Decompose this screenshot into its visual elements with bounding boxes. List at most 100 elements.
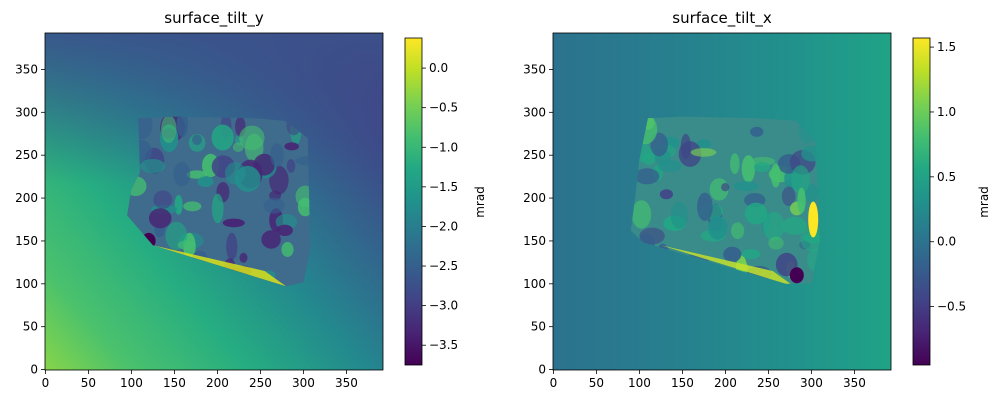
axes-frame	[44, 32, 384, 371]
texture-blob	[659, 189, 674, 200]
texture-blob	[261, 230, 281, 249]
colorbar: 0.0 −0.5 −1.0 −1.5 −2.0 −2.5 −3.0 −3.5 mrad	[404, 37, 487, 366]
texture-blob	[634, 168, 660, 185]
colorbar-tick-label: 0.0	[937, 235, 956, 249]
colorbar: 1.5 1.0 0.5 0.0 −0.5 mrad	[912, 37, 991, 366]
texture-blob	[650, 132, 668, 157]
colorbar-tick-label: −0.5	[937, 300, 966, 314]
y-tick-label: 50	[531, 320, 546, 334]
texture-blob	[791, 165, 810, 194]
y-tick-label: 250	[15, 148, 38, 162]
y-tick-label: 150	[523, 234, 546, 248]
x-tick-label: 0	[550, 376, 558, 390]
texture-blob	[782, 216, 807, 235]
x-tick-label: 100	[120, 376, 143, 390]
texture-blob	[140, 159, 166, 174]
y-tick-label: 200	[15, 191, 38, 205]
y-tick-label: 350	[15, 62, 38, 76]
colorbar-tick-label: −3.5	[429, 338, 458, 352]
texture-blob	[800, 226, 820, 252]
x-tick-label: 100	[628, 376, 651, 390]
texture-blob	[678, 141, 702, 167]
y-tick-label: 200	[523, 191, 546, 205]
y-tick-label: 0	[30, 363, 38, 377]
y-ticks: 0 50 100 150 200 250 300 350	[15, 62, 45, 377]
texture-blob	[276, 224, 293, 236]
colorbar-tick-label: −2.0	[429, 219, 458, 233]
texture-blob	[708, 215, 728, 240]
x-tick-label: 250	[757, 376, 780, 390]
y-tick-label: 50	[23, 320, 38, 334]
texture-blob	[161, 116, 177, 143]
edge-streak	[152, 245, 287, 287]
texture-blob	[690, 148, 717, 157]
measured-region	[127, 116, 311, 287]
texture-blob	[768, 236, 784, 250]
colorbar-tick-label: −1.0	[429, 140, 458, 154]
texture-blob	[174, 195, 183, 215]
colorbar-label: mrad	[977, 186, 991, 218]
texture-blob	[753, 162, 771, 173]
texture-blob	[284, 142, 300, 151]
y-tick-label: 0	[538, 363, 546, 377]
texture-blob	[183, 201, 202, 212]
texture-blob	[177, 240, 196, 250]
x-tick-label: 250	[249, 376, 272, 390]
x-tick-label: 50	[81, 376, 96, 390]
texture-blob	[270, 143, 284, 168]
texture-blob	[696, 139, 712, 149]
bright-spot	[808, 201, 819, 238]
y-tick-label: 350	[523, 62, 546, 76]
colorbar-label: mrad	[473, 186, 487, 218]
x-tick-label: 200	[206, 376, 229, 390]
texture-blob	[234, 165, 261, 192]
texture-blob	[804, 183, 819, 202]
panel-left: surface_tilt_y 0 50 100 150 200 250 300 350 0 50…	[15, 9, 487, 390]
colorbar-tick-label: −3.0	[429, 299, 458, 313]
colorbar-tick-label: −2.5	[429, 259, 458, 273]
texture-blob	[733, 181, 759, 192]
panel-right: surface_tilt_x 0 50 100 150 200 250 300 350 0 50…	[523, 9, 991, 390]
y-tick-label: 100	[15, 277, 38, 291]
texture-blob	[631, 200, 652, 229]
x-tick-label: 150	[163, 376, 186, 390]
texture-blob	[211, 193, 224, 224]
colorbar-tick-label: −1.5	[429, 180, 458, 194]
dark-spot	[789, 267, 804, 284]
y-tick-label: 150	[15, 234, 38, 248]
texture-blob	[723, 246, 742, 263]
x-tick-label: 350	[843, 376, 866, 390]
texture-blob	[286, 159, 296, 173]
measured-region	[630, 116, 820, 284]
texture-blob	[222, 218, 245, 228]
x-ticks: 0 50 100 150 200 250 300 350	[550, 370, 866, 390]
texture-blob	[186, 170, 208, 179]
texture-blob	[173, 162, 191, 187]
texture-blob	[750, 126, 764, 137]
texture-blob	[226, 232, 238, 261]
texture-blob	[176, 116, 189, 138]
texture-blob	[232, 142, 244, 153]
texture-blob	[239, 252, 248, 263]
texture-blob	[721, 183, 730, 192]
y-tick-label: 300	[15, 105, 38, 119]
texture-blob	[239, 125, 265, 151]
x-tick-label: 50	[589, 376, 604, 390]
texture-blob	[770, 163, 781, 188]
x-tick-label: 300	[292, 376, 315, 390]
texture-blob	[658, 159, 682, 173]
y-tick-label: 300	[523, 105, 546, 119]
texture-blob	[741, 249, 761, 259]
chart-title: surface_tilt_x	[672, 9, 772, 28]
texture-blob	[295, 156, 311, 166]
colorbar-tick-label: 0.0	[429, 61, 448, 75]
y-tick-label: 100	[523, 277, 546, 291]
x-tick-label: 0	[42, 376, 50, 390]
texture-blob	[281, 242, 294, 257]
axes-frame	[552, 32, 892, 371]
texture-blob	[744, 202, 768, 225]
texture-blob	[197, 176, 214, 187]
colorbar-tick-label: 0.5	[937, 170, 956, 184]
colorbar-tick-label: −0.5	[429, 101, 458, 115]
